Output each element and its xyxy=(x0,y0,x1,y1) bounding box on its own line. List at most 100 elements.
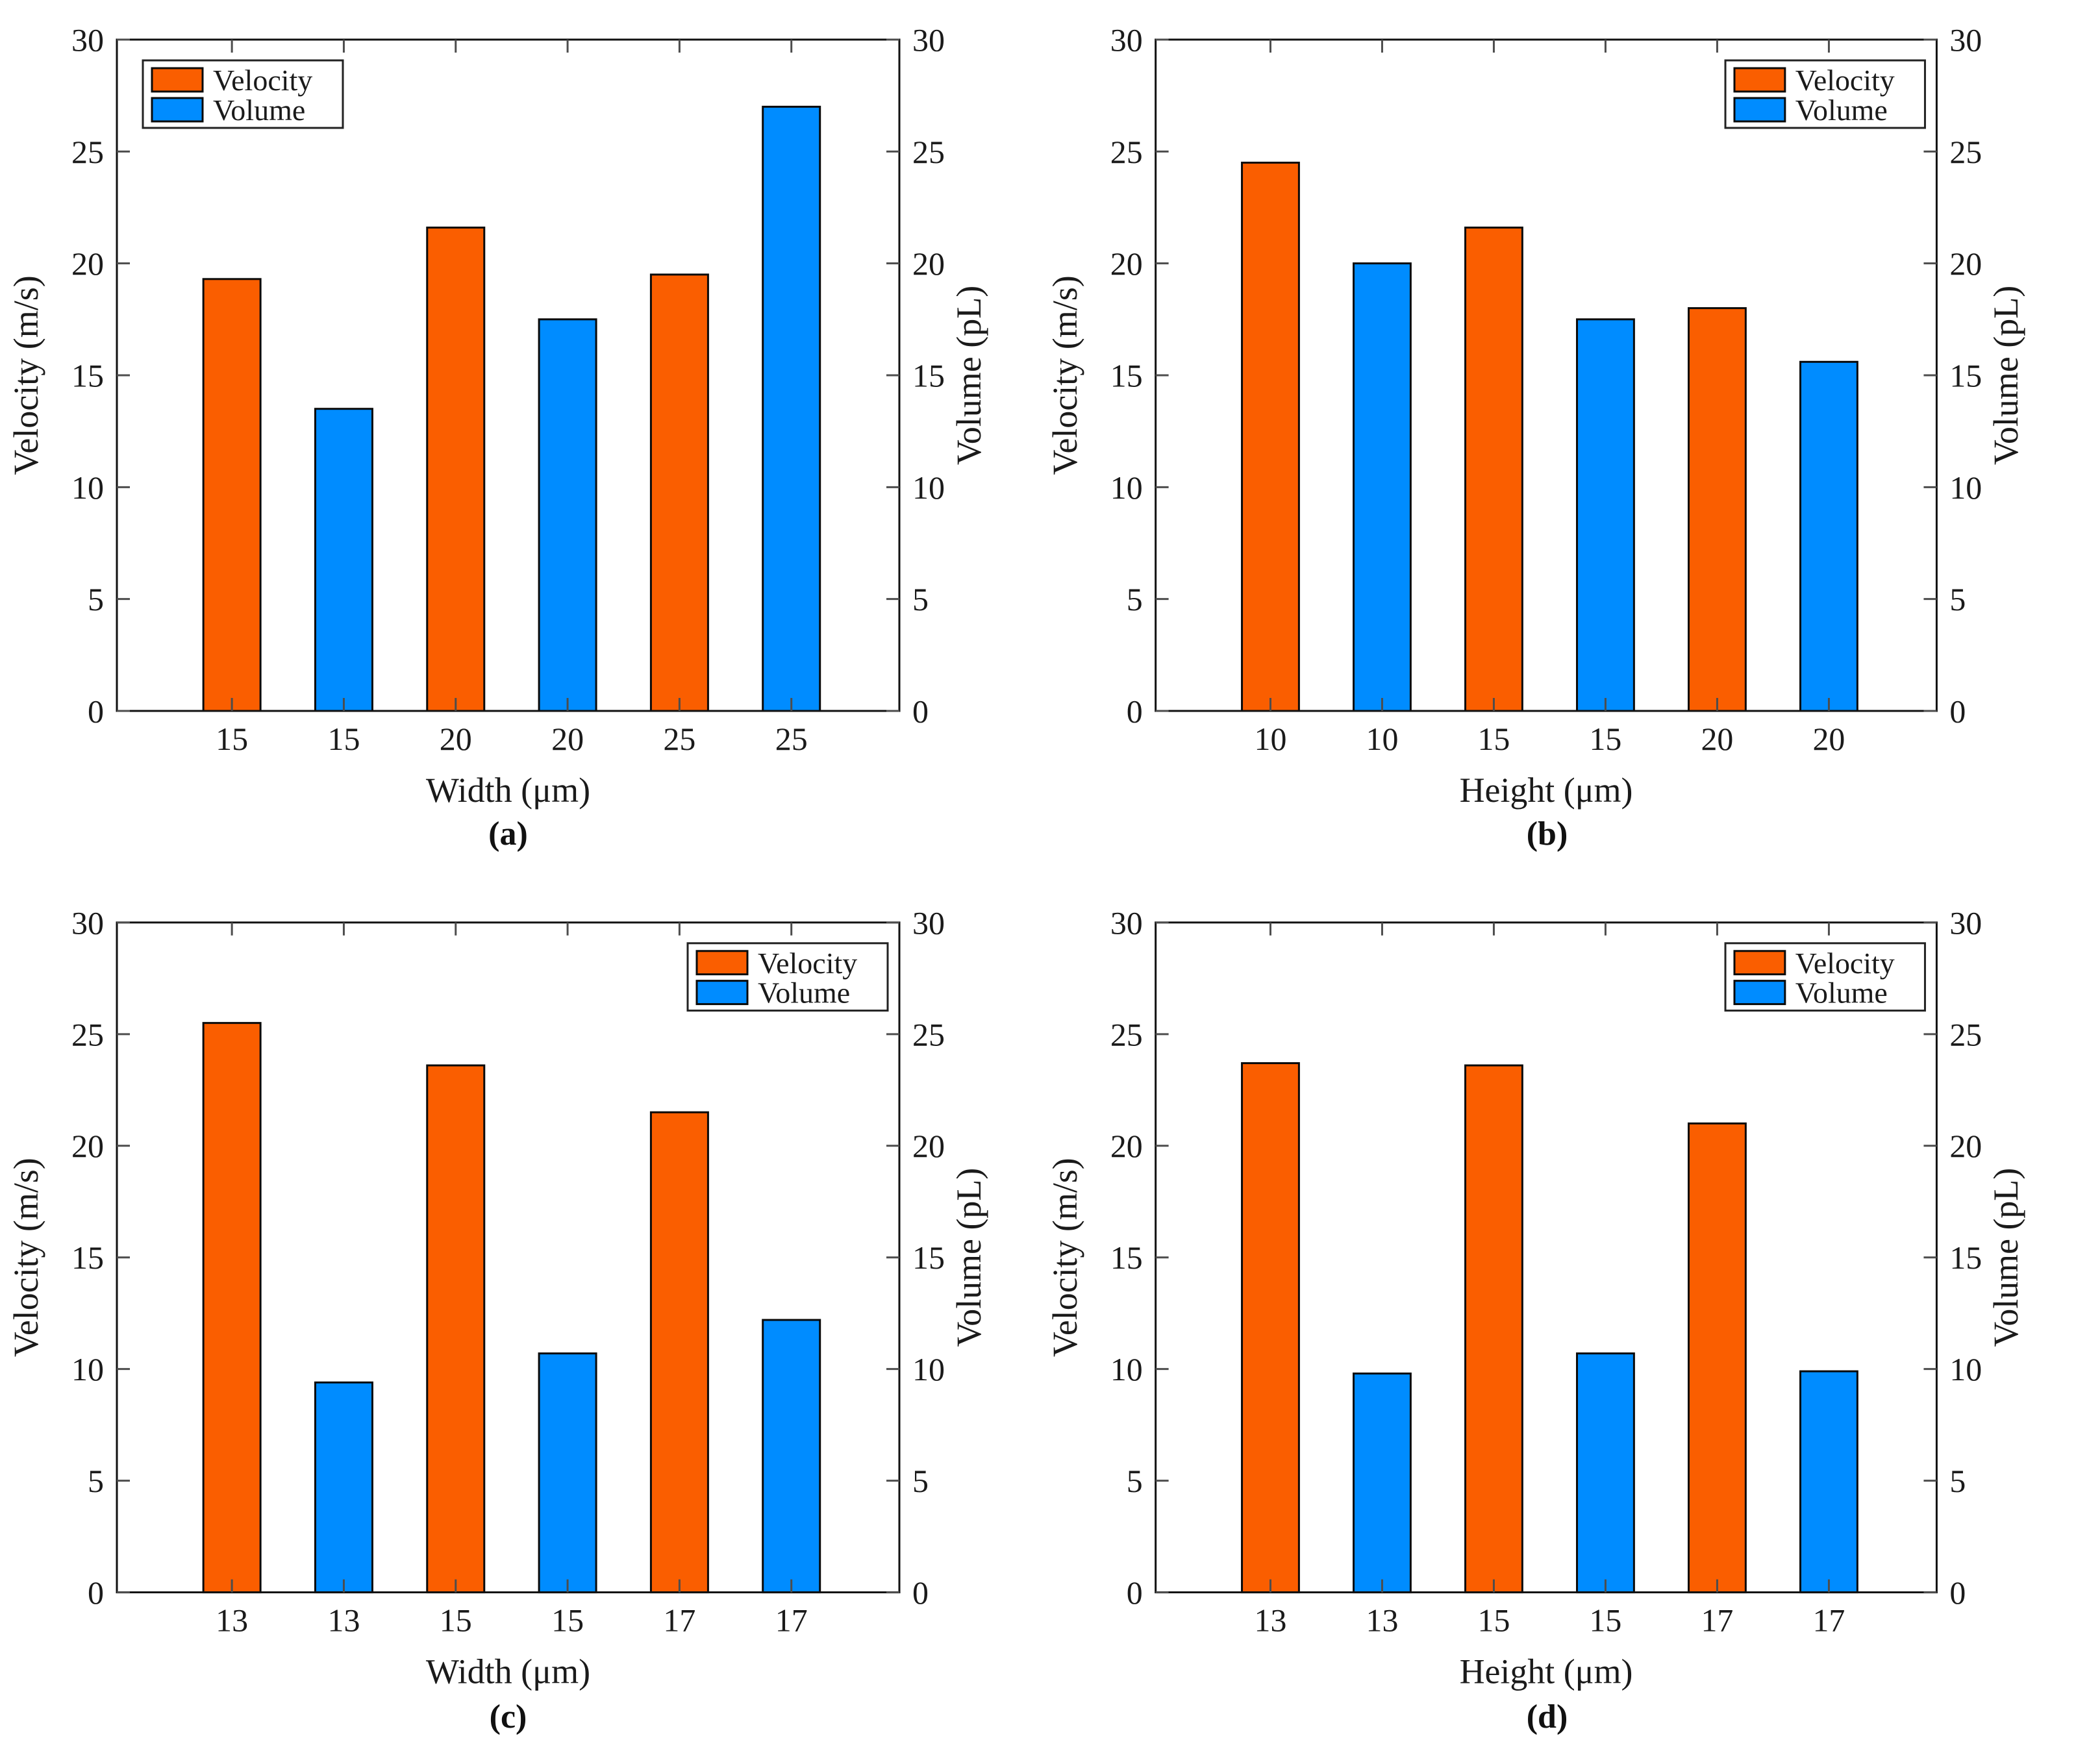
x-tick-label: 15 xyxy=(551,1602,584,1639)
y-tick-label-left: 10 xyxy=(71,1351,104,1387)
bar-velocity-13 xyxy=(1241,1062,1300,1594)
y-tick-label-right: 10 xyxy=(912,1351,945,1387)
y-tick-label-left: 30 xyxy=(1110,21,1143,58)
y-tick-label-left: 30 xyxy=(1110,905,1143,941)
y-tick-label-left: 15 xyxy=(1110,1240,1143,1276)
y-tick-label-left: 5 xyxy=(1127,581,1143,617)
bar-volume-20 xyxy=(1799,360,1858,712)
x-axis-label: Width (μm) xyxy=(426,1652,590,1691)
y-tick-label-right: 30 xyxy=(1949,905,1982,941)
bar-velocity-20 xyxy=(1688,307,1747,712)
panel-caption: (b) xyxy=(1526,815,1568,852)
legend-swatch-volume xyxy=(695,980,749,1006)
y-tick-label-left: 15 xyxy=(71,1239,104,1276)
legend-swatch-velocity xyxy=(695,950,749,976)
y-tick-label-right: 5 xyxy=(912,1463,929,1499)
x-tick-label: 15 xyxy=(440,1602,472,1639)
x-tick-label: 15 xyxy=(1589,721,1621,757)
y-tick-label-right: 25 xyxy=(1949,134,1982,170)
x-tick-label: 17 xyxy=(775,1602,808,1639)
bar-volume-20 xyxy=(538,318,597,712)
x-tick-label: 25 xyxy=(663,721,695,757)
y-tick-label-left: 0 xyxy=(1127,1575,1143,1611)
y-tick-label-left: 0 xyxy=(88,693,104,730)
y-tick-label-right: 10 xyxy=(912,469,945,506)
panel-c: 0 0 5 5 10 10 15 15 20 20 25 25 30 30 13 13 15 15 17 17 Widt… xyxy=(0,883,1039,1764)
x-tick-label: 20 xyxy=(1701,721,1733,757)
bar-volume-13 xyxy=(1353,1373,1412,1594)
y-tick-label-right: 30 xyxy=(1949,21,1982,58)
x-tick-label: 20 xyxy=(551,721,584,757)
y-tick-label-right: 15 xyxy=(912,1239,945,1276)
y-ticks: 0 0 5 5 10 10 15 15 20 20 25 25 30 30 xyxy=(71,904,945,1611)
panel-d: 0 0 5 5 10 10 15 15 20 20 25 25 30 30 13 13 15 15 17 17 Heig… xyxy=(1039,883,2076,1764)
y-tick-label-right: 25 xyxy=(912,134,945,170)
x-tick-label: 15 xyxy=(1589,1602,1621,1638)
panel-a: 0 0 5 5 10 10 15 15 20 20 25 25 30 30 15 15 20 20 25 25 Widt… xyxy=(0,0,1039,883)
y-tick-label-right: 15 xyxy=(1949,1240,1982,1276)
legend-label: Velocity xyxy=(1795,64,1895,97)
bar-volume-15 xyxy=(1576,318,1635,712)
y-tick-label-right: 0 xyxy=(1949,693,1966,729)
x-ticks: 10 10 15 15 20 20 xyxy=(1255,40,1845,757)
y-tick-label-right: 30 xyxy=(912,22,945,58)
bar-velocity-10 xyxy=(1241,162,1300,712)
x-tick-label: 20 xyxy=(1812,721,1845,757)
x-tick-label: 20 xyxy=(440,721,472,757)
bar-volume-25 xyxy=(762,105,821,712)
bar-velocity-20 xyxy=(426,227,486,712)
legend-label: Velocity xyxy=(213,64,312,97)
x-tick-label: 15 xyxy=(216,721,248,757)
y-axis-label-left: Velocity (m/s) xyxy=(6,275,45,475)
x-tick-label: 10 xyxy=(1255,721,1287,757)
y-ticks: 0 0 5 5 10 10 15 15 20 20 25 25 30 30 xyxy=(1110,21,1982,729)
y-tick-label-left: 0 xyxy=(1127,693,1143,729)
x-ticks: 13 13 15 15 17 17 xyxy=(1255,922,1845,1638)
x-axis-label: Height (μm) xyxy=(1460,1652,1633,1691)
y-tick-label-left: 15 xyxy=(71,358,104,394)
x-tick-label: 17 xyxy=(1701,1602,1733,1638)
bar-volume-15 xyxy=(538,1352,597,1594)
y-tick-label-right: 20 xyxy=(1949,245,1982,282)
y-tick-label-left: 20 xyxy=(1110,245,1143,282)
chart-b: 0 0 5 5 10 10 15 15 20 20 25 25 30 30 10 10 15 15 20 20 Heig… xyxy=(1045,21,2025,810)
y-tick-label-right: 25 xyxy=(912,1016,945,1052)
bar-volume-17 xyxy=(762,1319,821,1594)
legend-label: Volume xyxy=(758,976,850,1010)
y-tick-label-right: 25 xyxy=(1949,1017,1982,1052)
y-tick-label-left: 20 xyxy=(1110,1128,1143,1164)
y-tick-label-right: 15 xyxy=(912,358,945,394)
y-tick-label-right: 0 xyxy=(912,693,929,730)
x-tick-label: 25 xyxy=(775,721,808,757)
legend-label: Volume xyxy=(1795,976,1888,1010)
y-tick-label-right: 0 xyxy=(912,1574,929,1611)
bar-velocity-13 xyxy=(202,1022,262,1594)
legend-swatch-velocity xyxy=(151,67,204,93)
bar-velocity-15 xyxy=(426,1064,486,1594)
x-tick-label: 17 xyxy=(663,1602,695,1639)
y-axis-label-right: Volume (pL) xyxy=(1986,1168,2025,1347)
bar-velocity-17 xyxy=(1688,1122,1747,1594)
y-tick-label-left: 15 xyxy=(1110,357,1143,393)
legend-label: Volume xyxy=(1795,93,1888,127)
y-tick-label-left: 5 xyxy=(88,581,104,617)
x-tick-label: 10 xyxy=(1366,721,1399,757)
y-tick-label-left: 10 xyxy=(1110,1352,1143,1387)
y-tick-label-right: 10 xyxy=(1949,469,1982,506)
y-tick-label-right: 20 xyxy=(912,1128,945,1164)
y-tick-label-left: 30 xyxy=(71,22,104,58)
legend-label: Volume xyxy=(213,93,305,127)
y-tick-label-left: 0 xyxy=(88,1574,104,1611)
bar-volume-15 xyxy=(314,408,373,712)
y-tick-label-right: 0 xyxy=(1949,1575,1966,1611)
y-tick-label-right: 20 xyxy=(912,245,945,282)
y-axis-label-left: Velocity (m/s) xyxy=(6,1158,45,1357)
x-tick-label: 15 xyxy=(1478,1602,1510,1638)
bar-velocity-15 xyxy=(1464,227,1523,712)
chart-c: 0 0 5 5 10 10 15 15 20 20 25 25 30 30 13 13 15 15 17 17 Widt… xyxy=(6,904,988,1691)
bar-velocity-15 xyxy=(202,278,262,712)
x-tick-label: 15 xyxy=(1478,721,1510,757)
